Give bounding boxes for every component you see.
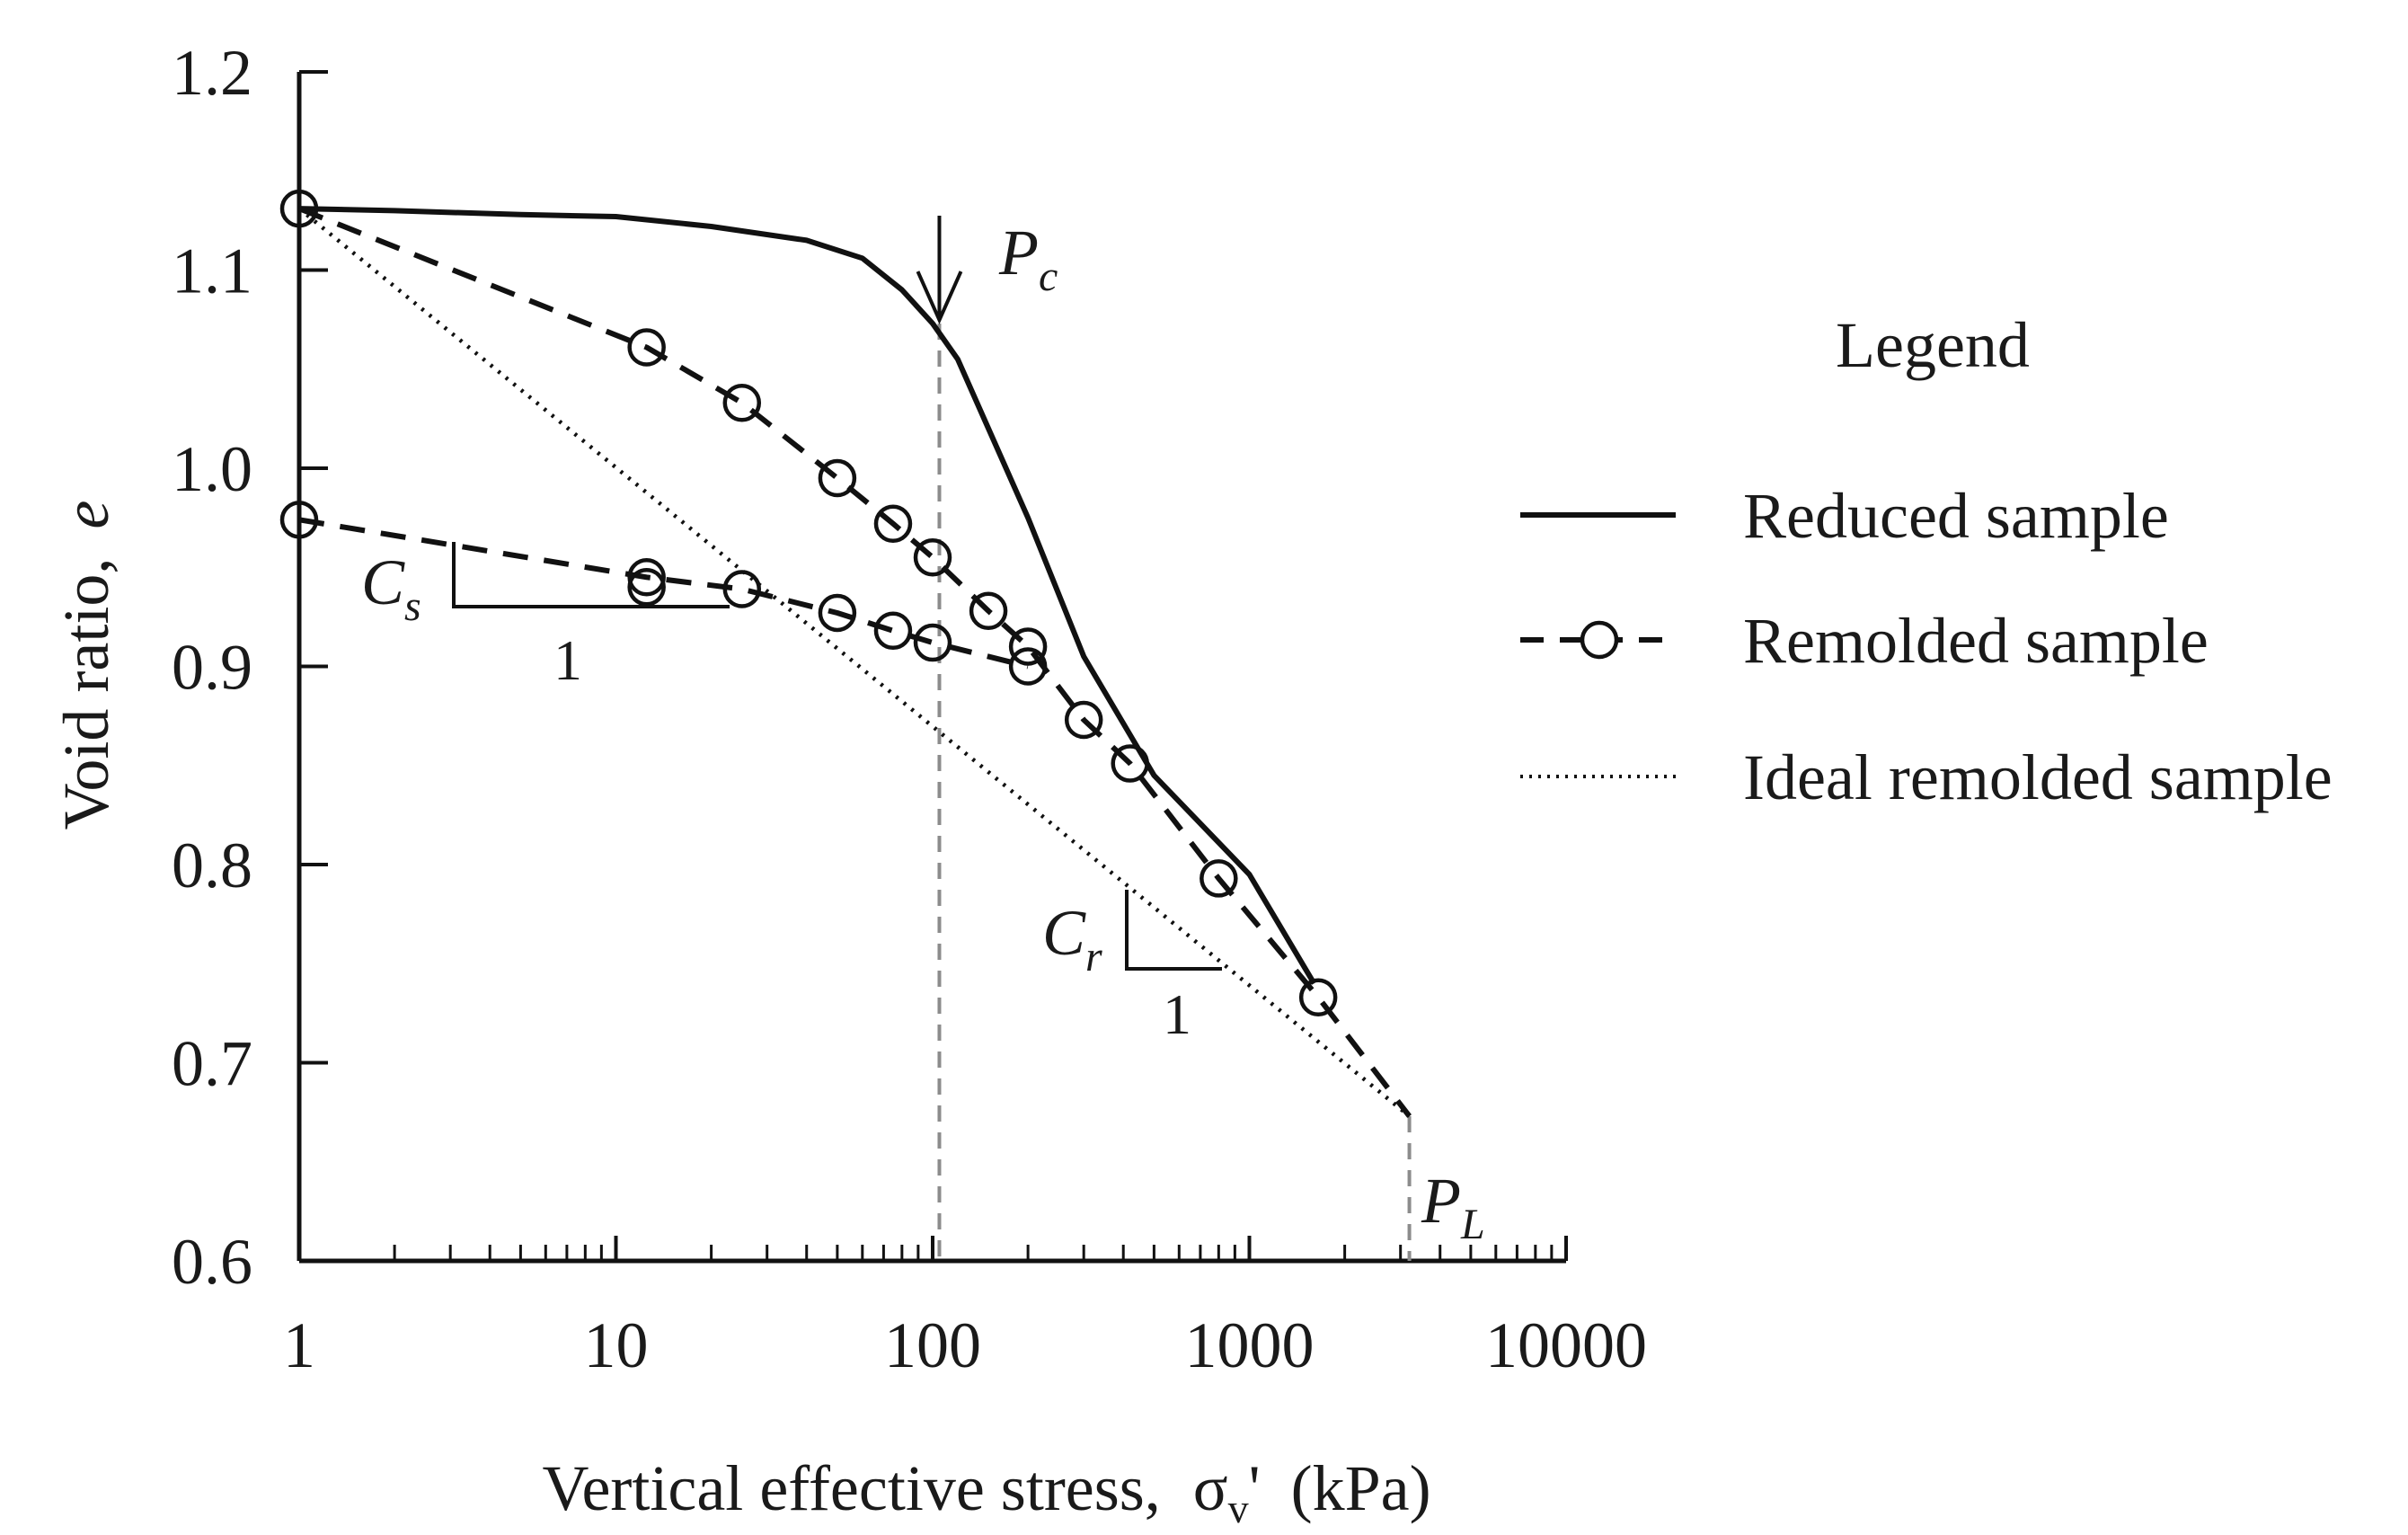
series-layer (279, 189, 1412, 1118)
x-axis-title-symbol: σ (1193, 1452, 1228, 1524)
y-tick-label: 0.9 (172, 632, 252, 704)
cs-slope-triangle (452, 542, 730, 608)
x-tick-label: 1000 (1185, 1309, 1315, 1381)
y-axis-title-symbol: e (50, 501, 122, 529)
remolded-sample-point (1008, 647, 1048, 686)
remolded-sample-point (1111, 744, 1149, 783)
legend: Legend Reduced sample Remolded sample Id… (1520, 309, 2333, 813)
x-tick-label: 10 (584, 1309, 649, 1381)
remolded-sample-point (913, 623, 952, 662)
remolded-sample-point (627, 328, 666, 367)
pc-annotation: Pc (998, 217, 1058, 300)
remolded-sample-line (298, 517, 1029, 670)
y-ticks: 0.6 0.7 0.8 0.9 1.0 1.1 1.2 (172, 37, 328, 1298)
remolded-sample-point (818, 458, 857, 498)
y-tick-label: 1.2 (172, 37, 252, 109)
remolded-sample-point (279, 189, 319, 228)
x-axis-title-prime: ' (1249, 1452, 1261, 1524)
y-tick-label: 0.7 (172, 1028, 252, 1100)
y-tick-label: 0.8 (172, 830, 252, 901)
cs-annotation: Cs 1 (361, 542, 730, 692)
guide-lines (916, 216, 1412, 1261)
y-tick-label: 1.0 (172, 433, 252, 505)
reduced-sample-line (298, 206, 1317, 985)
series-reduced-sample (298, 206, 1317, 985)
y-tick-label: 1.1 (172, 235, 252, 307)
series-ideal-remolded-sample (297, 207, 1412, 1118)
annotations: Pc PL Cs 1 Cr 1 (361, 217, 1485, 1248)
pl-label: PL (1421, 1165, 1485, 1248)
remolded-sample-point (722, 570, 762, 608)
x-axis-title-main: Vertical effective stress, (542, 1452, 1160, 1524)
x-axis-title: Vertical effective stress, σv' (kPa) (542, 1452, 1430, 1531)
series-remolded-sample (279, 189, 1412, 1118)
cr-run-label: 1 (1163, 982, 1191, 1046)
y-tick-label: 0.6 (172, 1226, 252, 1298)
remolded-sample-point (818, 593, 857, 633)
x-ticks: 1 10 100 1000 10000 (283, 1236, 1647, 1381)
remolded-sample-point (1298, 978, 1338, 1016)
remolded-sample-point (969, 591, 1008, 631)
remolded-sample-point (627, 568, 666, 607)
cs-run-label: 1 (553, 628, 582, 692)
remolded-sample-point (722, 383, 762, 422)
y-axis-title-main: Void ratio, (50, 558, 122, 830)
legend-entry-ideal: Ideal remolded sample (1743, 741, 2333, 813)
legend-entry-remolded: Remolded sample (1743, 605, 2209, 677)
x-axis-title-subscript: v (1228, 1486, 1249, 1531)
legend-entry-reduced: Reduced sample (1743, 480, 2169, 552)
remolded-sample-point (913, 537, 952, 577)
y-axis-title: Void ratio, e (50, 501, 122, 830)
remolded-sample-point (1008, 627, 1048, 666)
remolded-sample-point (873, 504, 913, 543)
x-tick-label: 1 (283, 1309, 315, 1381)
cs-label: Cs (361, 546, 421, 630)
legend-title: Legend (1836, 309, 2030, 381)
pl-annotation: PL (1421, 1165, 1485, 1248)
remolded-sample-line (297, 206, 1412, 1118)
x-tick-label: 10000 (1485, 1309, 1647, 1381)
pc-arrow-head (916, 271, 963, 324)
axes: 1 10 100 1000 10000 0.6 0.7 0.8 0.9 1.0 1.1 1.2 (172, 37, 1647, 1381)
remolded-sample-point (1064, 700, 1103, 740)
remolded-sample-point (1200, 859, 1238, 898)
cr-annotation: Cr 1 (1042, 890, 1222, 1046)
cr-label: Cr (1042, 897, 1102, 980)
legend-swatch-remolded-marker (1580, 620, 1619, 660)
remolded-sample-point (279, 501, 319, 539)
cr-slope-triangle (1125, 890, 1222, 971)
x-axis-title-units: (kPa) (1291, 1452, 1431, 1524)
remolded-sample-point (627, 558, 666, 597)
pc-label: Pc (998, 217, 1058, 300)
remolded-sample-point (873, 611, 913, 651)
x-tick-label: 100 (884, 1309, 981, 1381)
ideal-remolded-sample-line (297, 207, 1412, 1118)
